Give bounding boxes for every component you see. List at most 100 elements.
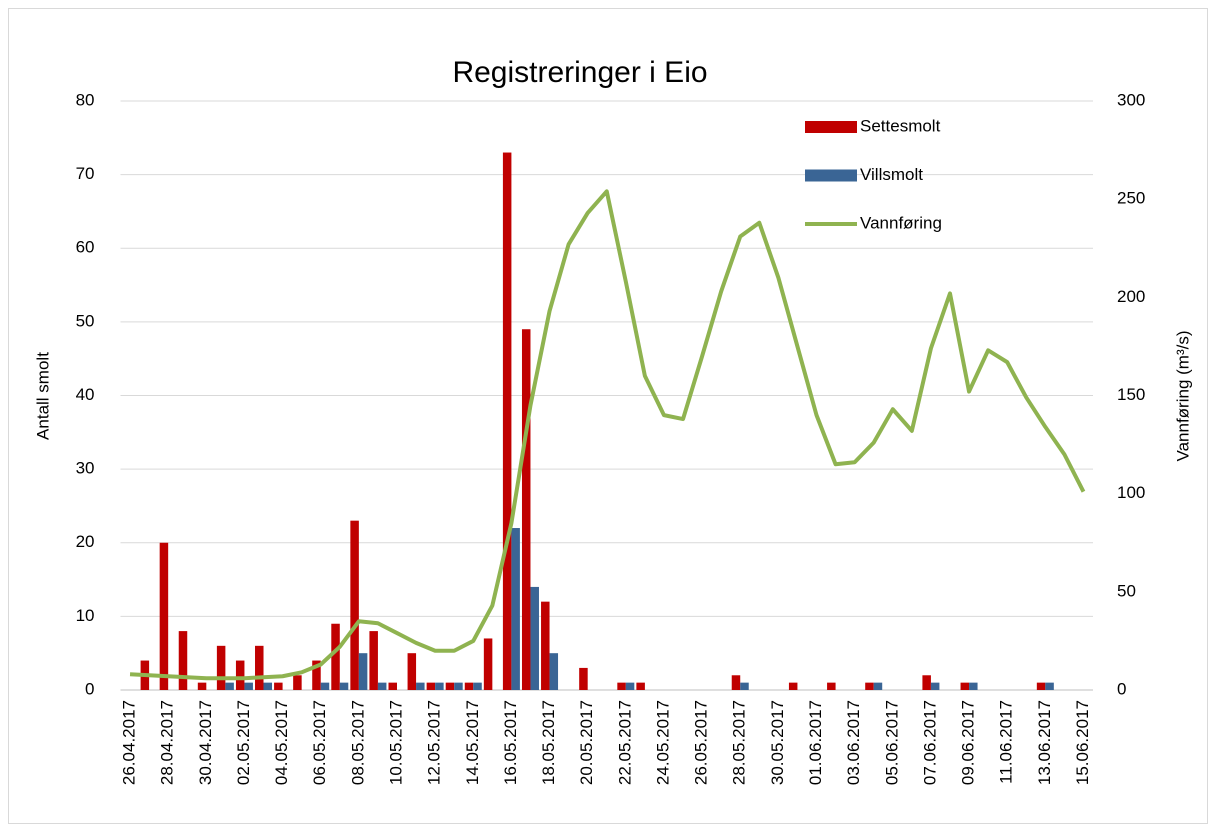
bar [244,682,253,690]
x-tick-label: 15.06.2017 [1073,700,1092,785]
y2-tick-label: 250 [1117,189,1145,208]
y2-tick-label: 50 [1117,581,1136,600]
line [129,189,1086,681]
x-tick-label: 13.06.2017 [1035,700,1054,785]
y-tick-label: 70 [76,164,95,183]
bar [740,682,749,690]
x-tick-label: 28.05.2017 [730,700,749,785]
bar [1045,682,1054,690]
bar [159,542,169,690]
x-tick-label: 20.05.2017 [577,700,596,785]
y2-tick-label: 150 [1117,385,1145,404]
bar [388,682,397,690]
bar [178,631,188,690]
bar [788,682,798,690]
bar [1036,682,1046,690]
legend-label: Settesmolt [860,116,941,135]
bar [235,660,245,690]
bar [263,682,273,690]
bar [625,682,635,690]
bar [320,682,330,690]
x-tick-label: 30.04.2017 [196,700,215,785]
bar [731,675,741,690]
bar [407,653,417,690]
x-tick-label: 26.04.2017 [120,700,139,785]
chart-title: Registreringer i Eio [452,56,707,89]
bar [377,682,387,690]
x-tick-label: 10.05.2017 [386,700,405,785]
bar [435,682,444,690]
bar [426,682,436,690]
y-axis-label: Antall smolt [33,352,52,440]
y2-axis-label: Vannføring (m³/s) [1173,331,1192,462]
bar [445,682,455,690]
y-tick-label: 20 [76,532,95,551]
legend-swatch [805,169,857,182]
legend-label: Vannføring [860,213,942,232]
x-tick-label: 26.05.2017 [692,700,711,785]
y2-tick-label: 300 [1117,90,1145,109]
y-tick-label: 30 [76,459,95,478]
bar [922,675,931,690]
bar [969,682,978,690]
x-tick-label: 16.05.2017 [501,700,520,785]
x-tick-label: 02.05.2017 [234,700,253,785]
bar [339,682,349,690]
y2-tick-label: 200 [1117,287,1145,306]
y-tick-label: 50 [76,311,95,330]
y2-tick-label: 100 [1117,483,1145,502]
bar [521,329,531,690]
bar [827,682,836,690]
bar [511,528,520,690]
y-tick-label: 10 [76,606,95,625]
bar [454,682,463,690]
x-tick-label: 04.05.2017 [272,700,291,785]
x-tick-label: 09.06.2017 [959,700,978,785]
y-tick-label: 40 [76,385,95,404]
x-tick-label: 05.06.2017 [882,700,901,785]
bar [473,682,482,690]
legend-swatch [805,121,857,133]
x-tick-label: 24.05.2017 [653,700,672,785]
bar [483,638,493,690]
bar [225,682,234,690]
chart-frame [8,8,1208,824]
bar [464,682,474,690]
y2-tick-label: 0 [1117,679,1126,698]
x-tick-label: 08.05.2017 [348,700,367,785]
bar [530,586,539,690]
bar [312,660,321,690]
x-tick-label: 01.06.2017 [806,700,825,785]
y-tick-label: 80 [76,90,95,109]
legend-label: Villsmolt [860,165,923,184]
x-tick-label: 07.06.2017 [920,700,939,785]
x-tick-label: 14.05.2017 [463,700,482,785]
bar [293,675,302,690]
bar [331,623,340,690]
bar [960,682,970,690]
x-tick-label: 30.05.2017 [768,700,787,785]
x-tick-label: 03.06.2017 [844,700,863,785]
y-tick-label: 60 [76,238,95,257]
x-tick-label: 12.05.2017 [425,700,444,785]
x-tick-label: 06.05.2017 [310,700,329,785]
bar [873,682,883,690]
bar [617,682,626,690]
bar [930,682,940,690]
x-tick-label: 18.05.2017 [539,700,558,785]
bar [350,520,359,690]
bar [636,682,645,690]
bar [197,682,207,690]
bar [549,653,559,690]
x-tick-label: 22.05.2017 [615,700,634,785]
bar [274,682,283,690]
bar [358,653,368,690]
x-tick-label: 28.04.2017 [158,700,177,785]
bar [416,682,425,690]
bar [579,667,588,690]
x-tick-label: 11.06.2017 [997,700,1016,784]
bar [865,682,874,690]
bar [255,645,264,690]
bar [541,601,550,690]
